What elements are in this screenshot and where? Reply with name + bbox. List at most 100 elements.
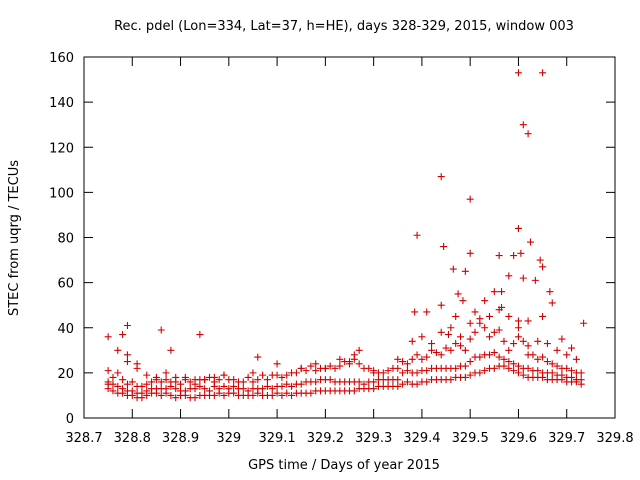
data-point xyxy=(181,373,189,381)
data-point xyxy=(505,312,513,320)
data-point xyxy=(278,391,286,399)
data-point xyxy=(524,351,532,359)
data-point xyxy=(408,337,416,345)
data-point xyxy=(408,355,416,363)
data-point xyxy=(495,353,503,361)
y-tick-label: 100 xyxy=(49,186,74,201)
x-tick-label: 329.4 xyxy=(403,431,440,446)
data-point xyxy=(220,391,228,399)
data-point xyxy=(283,371,291,379)
y-tick-label: 20 xyxy=(57,367,74,382)
data-point xyxy=(514,369,522,377)
data-point xyxy=(514,224,522,232)
data-point xyxy=(536,256,544,264)
data-point xyxy=(312,360,320,368)
data-point xyxy=(239,378,247,386)
data-point xyxy=(326,376,334,384)
data-point xyxy=(514,317,522,325)
data-point xyxy=(254,353,262,361)
data-point xyxy=(531,276,539,284)
data-point xyxy=(191,394,199,402)
data-point xyxy=(143,371,151,379)
data-point xyxy=(162,376,170,384)
data-point xyxy=(413,351,421,359)
data-point xyxy=(114,369,122,377)
y-tick-label: 160 xyxy=(49,51,74,66)
data-point xyxy=(206,387,214,395)
data-point xyxy=(181,387,189,395)
data-point xyxy=(413,369,421,377)
data-point xyxy=(534,355,542,363)
data-point xyxy=(432,349,440,357)
data-point xyxy=(527,238,535,246)
data-point xyxy=(500,337,508,345)
data-point xyxy=(423,378,431,386)
data-point xyxy=(481,297,489,305)
data-point xyxy=(437,328,445,336)
data-point xyxy=(177,380,185,388)
data-point xyxy=(577,376,585,384)
data-point xyxy=(297,364,305,372)
data-point xyxy=(563,351,571,359)
data-point xyxy=(148,378,156,386)
data-point xyxy=(476,315,484,323)
data-point xyxy=(411,308,419,316)
data-point xyxy=(548,369,556,377)
data-point xyxy=(466,371,474,379)
y-tick-label: 80 xyxy=(57,232,74,247)
data-point xyxy=(191,376,199,384)
data-point xyxy=(519,371,527,379)
data-point xyxy=(162,385,170,393)
x-tick-label: 328.7 xyxy=(65,431,102,446)
data-point xyxy=(498,288,506,296)
data-point xyxy=(297,380,305,388)
data-point xyxy=(534,367,542,375)
data-point xyxy=(123,380,131,388)
data-point xyxy=(278,382,286,390)
data-point xyxy=(543,340,551,348)
data-point xyxy=(104,367,112,375)
data-point xyxy=(259,371,267,379)
data-point xyxy=(471,328,479,336)
x-tick-label: 329.6 xyxy=(500,431,537,446)
data-point xyxy=(220,382,228,390)
data-point xyxy=(268,391,276,399)
plot-frame xyxy=(83,56,616,419)
y-tick-label: 40 xyxy=(57,322,74,337)
data-point xyxy=(471,308,479,316)
data-point xyxy=(239,385,247,393)
data-point xyxy=(546,288,554,296)
data-point xyxy=(109,387,117,395)
data-point xyxy=(423,308,431,316)
data-point xyxy=(572,355,580,363)
data-point xyxy=(476,353,484,361)
data-point xyxy=(128,387,136,395)
data-point xyxy=(225,385,233,393)
data-point xyxy=(442,344,450,352)
data-point xyxy=(403,360,411,368)
data-point xyxy=(350,351,358,359)
data-point xyxy=(138,389,146,397)
data-point xyxy=(394,376,402,384)
data-point xyxy=(413,380,421,388)
data-point xyxy=(510,367,518,375)
data-point xyxy=(461,362,469,370)
data-points xyxy=(104,69,588,402)
data-point xyxy=(259,385,267,393)
data-point xyxy=(519,274,527,282)
data-point xyxy=(548,299,556,307)
data-point xyxy=(394,382,402,390)
data-point xyxy=(133,364,141,372)
data-point xyxy=(331,364,339,372)
data-point xyxy=(172,385,180,393)
data-point xyxy=(143,387,151,395)
y-tick-label: 140 xyxy=(49,96,74,111)
data-point xyxy=(423,367,431,375)
data-point xyxy=(457,333,465,341)
data-point xyxy=(355,360,363,368)
data-point xyxy=(490,288,498,296)
data-point xyxy=(514,324,522,332)
data-point xyxy=(519,121,527,129)
data-point xyxy=(360,380,368,388)
data-point xyxy=(413,231,421,239)
